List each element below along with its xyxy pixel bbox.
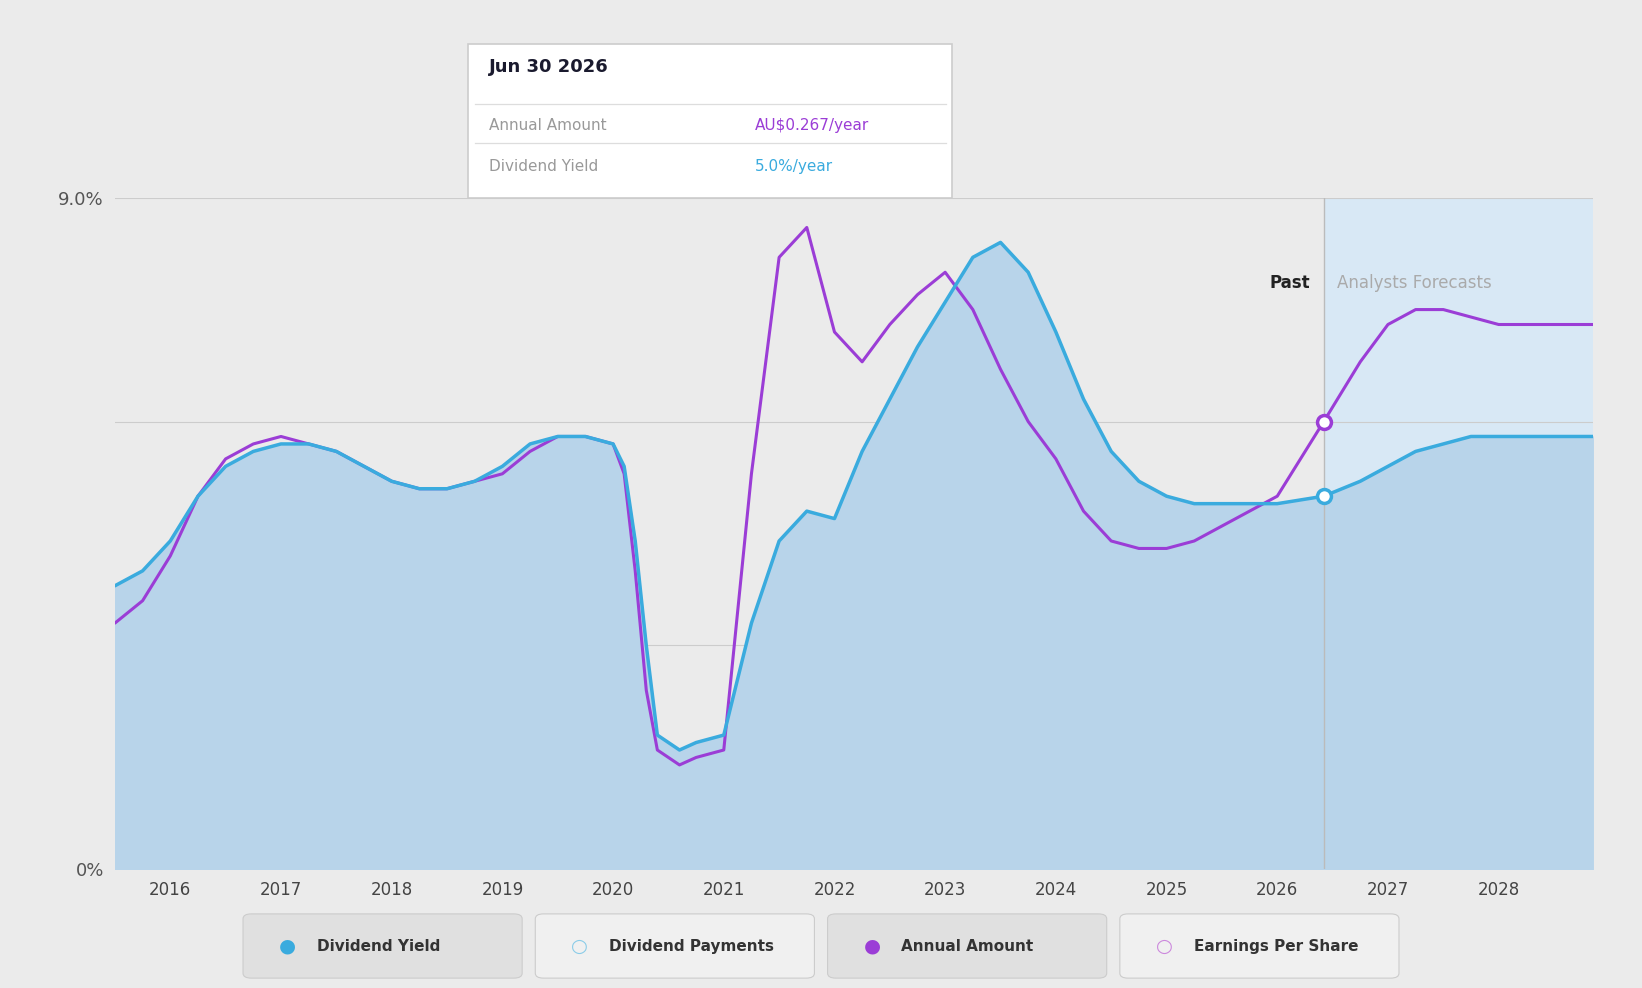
Text: 5.0%/year: 5.0%/year: [755, 159, 834, 175]
Text: ○: ○: [1156, 937, 1172, 955]
Bar: [1323, 198, 1642, 869]
Text: ●: ●: [279, 937, 296, 955]
Text: Earnings Per Share: Earnings Per Share: [1194, 939, 1358, 953]
Text: Jun 30 2026: Jun 30 2026: [489, 58, 609, 76]
Text: Dividend Yield: Dividend Yield: [489, 159, 599, 175]
Text: Dividend Yield: Dividend Yield: [317, 939, 440, 953]
Text: Annual Amount: Annual Amount: [901, 939, 1034, 953]
Text: Past: Past: [1269, 275, 1310, 292]
Text: ○: ○: [571, 937, 588, 955]
Text: AU$0.267/year: AU$0.267/year: [755, 118, 870, 133]
Text: Annual Amount: Annual Amount: [489, 118, 608, 133]
Text: Analysts Forecasts: Analysts Forecasts: [1337, 275, 1493, 292]
Text: ●: ●: [864, 937, 880, 955]
Text: Dividend Payments: Dividend Payments: [609, 939, 773, 953]
